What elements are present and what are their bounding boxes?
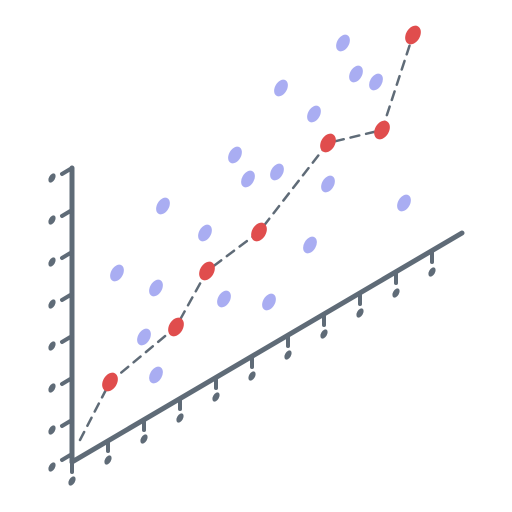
y-axis-tick <box>48 334 74 351</box>
x-axis-tick <box>284 334 292 360</box>
x-axis-tick <box>392 271 400 298</box>
scatter-point <box>274 79 288 97</box>
scatter-point <box>110 264 124 282</box>
y-axis-tick <box>48 418 74 435</box>
trend-points <box>102 25 421 392</box>
trend-point <box>102 372 118 392</box>
x-axis-tick <box>176 397 184 423</box>
scatter-point <box>241 170 255 188</box>
trend-point <box>168 317 184 337</box>
trend-point <box>374 120 390 140</box>
trend-point <box>320 133 336 153</box>
scatter-point <box>137 328 151 346</box>
scatter-point <box>349 65 363 83</box>
scatter-point <box>156 197 170 215</box>
scatter-point <box>198 224 212 242</box>
x-axis-tick <box>212 376 220 402</box>
y-axis-tick <box>48 376 74 393</box>
y-axis-tick <box>48 452 74 472</box>
scatter-point <box>228 146 242 164</box>
scatter-point <box>336 34 350 52</box>
x-axis-ticks <box>68 250 436 486</box>
scatter-point <box>217 290 231 308</box>
trend-point <box>199 261 215 281</box>
y-axis-tick <box>48 292 74 309</box>
axes <box>69 165 465 465</box>
y-axis-tick <box>48 208 74 225</box>
y-axis-tick <box>48 166 74 183</box>
y-axis-tick <box>48 250 74 267</box>
x-axis-tick <box>104 439 112 465</box>
x-axis-tick <box>428 250 436 277</box>
scatter-point <box>397 194 411 212</box>
x-axis-tick <box>68 460 76 486</box>
x-axis-tick <box>140 418 148 444</box>
scatter-point <box>262 293 276 311</box>
trend-point <box>405 25 421 45</box>
scatter-point <box>307 105 321 123</box>
x-axis-tick <box>320 313 328 339</box>
scatter-points <box>110 34 411 384</box>
x-axis-line <box>69 230 465 465</box>
scatter-point <box>149 279 163 297</box>
x-axis-tick <box>356 292 364 318</box>
trend-line <box>78 33 415 442</box>
scatter-point <box>303 236 317 254</box>
x-axis-tick <box>248 355 256 381</box>
scatter-point <box>321 175 335 193</box>
scatter-point <box>149 366 163 384</box>
scatter-point <box>270 163 284 181</box>
trend-point <box>251 222 267 242</box>
scatter-point <box>369 73 383 91</box>
y-axis-ticks <box>48 166 74 472</box>
